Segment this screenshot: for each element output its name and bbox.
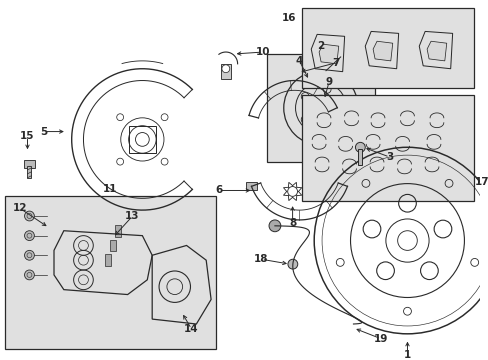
Text: 18: 18	[254, 254, 268, 264]
Circle shape	[222, 65, 229, 73]
Text: 8: 8	[288, 218, 296, 228]
Text: 2: 2	[317, 41, 324, 51]
Circle shape	[24, 211, 34, 221]
Circle shape	[24, 250, 34, 260]
Text: 1: 1	[403, 350, 410, 360]
Circle shape	[268, 220, 280, 232]
Bar	[316, 106, 331, 114]
Text: 16: 16	[281, 13, 295, 23]
Text: 17: 17	[474, 177, 488, 186]
Circle shape	[287, 259, 297, 269]
Bar	[358, 149, 362, 165]
Circle shape	[24, 270, 34, 280]
Circle shape	[24, 231, 34, 240]
Bar	[266, 54, 374, 162]
Text: 14: 14	[184, 324, 198, 334]
Text: 9: 9	[325, 77, 332, 87]
Text: 4: 4	[295, 56, 303, 66]
Text: 6: 6	[215, 185, 222, 195]
Text: 7: 7	[331, 58, 339, 68]
Bar	[23, 160, 35, 168]
Bar	[302, 95, 473, 201]
Text: 3: 3	[386, 152, 393, 162]
Text: 10: 10	[255, 47, 270, 57]
Circle shape	[325, 106, 333, 114]
Bar	[115, 225, 121, 237]
Bar	[335, 54, 345, 59]
Polygon shape	[319, 44, 338, 64]
Bar	[221, 64, 230, 78]
Bar	[128, 126, 156, 153]
Bar	[302, 8, 473, 88]
Text: 13: 13	[125, 211, 140, 221]
Text: 11: 11	[103, 184, 118, 194]
Text: 12: 12	[12, 203, 27, 213]
Text: 19: 19	[373, 334, 387, 344]
Circle shape	[355, 142, 365, 152]
Bar	[5, 196, 216, 348]
Bar	[105, 254, 111, 266]
Bar	[110, 239, 116, 251]
Bar	[27, 166, 31, 178]
Text: 15: 15	[20, 131, 35, 141]
Text: 5: 5	[41, 127, 48, 136]
Bar	[245, 183, 257, 190]
Polygon shape	[426, 41, 446, 61]
Polygon shape	[372, 41, 392, 61]
